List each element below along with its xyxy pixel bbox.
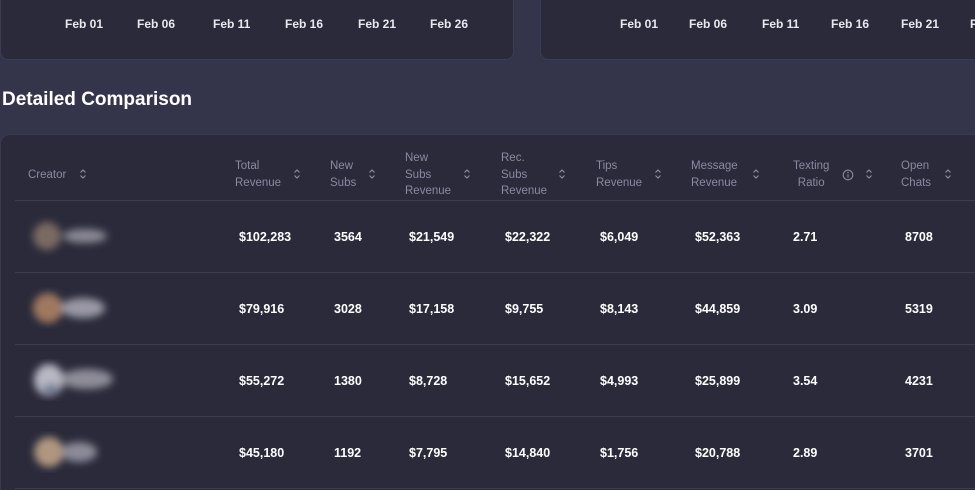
cell-message-revenue: $20,788 [695, 446, 741, 460]
x-axis-tick: Feb 11 [213, 17, 251, 31]
creator-avatar-blurred [33, 222, 107, 250]
creator-avatar-blurred [34, 364, 113, 396]
cell-new-subs-revenue: $7,795 [409, 446, 448, 460]
cell-new-subs: 1380 [334, 374, 362, 388]
info-icon[interactable] [842, 168, 854, 181]
column-header-open-chats[interactable]: Open Chats [901, 160, 932, 189]
column-header-new-subs[interactable]: New Subs [330, 160, 357, 189]
row-divider [15, 488, 975, 489]
cell-open-chats: 5319 [905, 302, 933, 316]
cell-open-chats: 8708 [905, 230, 933, 244]
cell-total-revenue: $102,283 [239, 230, 292, 244]
cell-open-chats: 4231 [905, 374, 933, 388]
column-header-rec-subs-revenue[interactable]: Rec. Subs Revenue [501, 152, 548, 197]
column-header-new-subs-revenue[interactable]: New Subs Revenue [405, 152, 452, 197]
creator-avatar-blurred [33, 293, 105, 323]
row-divider [15, 272, 975, 273]
cell-tips-revenue: $8,143 [600, 302, 639, 316]
cell-message-revenue: $52,363 [695, 230, 741, 244]
cell-new-subs-revenue: $21,549 [409, 230, 455, 244]
revenue-chart-card-right: Feb 01 Feb 06 Feb 11 Feb 16 Feb 21 F [540, 0, 975, 60]
cell-new-subs-revenue: $8,728 [409, 374, 448, 388]
row-divider [15, 416, 975, 417]
cell-rec-subs-revenue: $22,322 [505, 230, 551, 244]
cell-texting-ratio: 3.09 [793, 302, 818, 316]
x-axis-tick: Feb 16 [831, 17, 870, 31]
x-axis-tick: Feb 21 [901, 17, 940, 31]
cell-new-subs-revenue: $17,158 [409, 302, 455, 316]
column-header-creator[interactable]: Creator [28, 169, 67, 181]
row-divider [15, 200, 975, 201]
row-divider [15, 344, 975, 345]
x-axis-tick: Feb 11 [762, 17, 800, 31]
column-header-tips-revenue[interactable]: Tips Revenue [596, 160, 643, 189]
cell-total-revenue: $45,180 [239, 446, 285, 460]
x-axis-tick: Feb 26 [430, 17, 469, 31]
cell-new-subs: 1192 [334, 446, 362, 460]
cell-texting-ratio: 2.71 [793, 230, 818, 244]
comparison-table: Creator Total Revenue New Subs New Subs … [0, 134, 975, 490]
cell-message-revenue: $44,859 [695, 302, 741, 316]
revenue-chart-card-left: Feb 01 Feb 06 Feb 11 Feb 16 Feb 21 Feb 2… [0, 0, 514, 60]
cell-tips-revenue: $1,756 [600, 446, 639, 460]
sort-icon[interactable] [79, 168, 87, 180]
cell-message-revenue: $25,899 [695, 374, 741, 388]
x-axis-tick: Feb 01 [620, 17, 659, 31]
sort-icon[interactable] [944, 168, 952, 180]
cell-texting-ratio: 2.89 [793, 446, 818, 460]
sort-icon[interactable] [654, 168, 662, 180]
cell-total-revenue: $79,916 [239, 302, 285, 316]
sort-icon[interactable] [293, 168, 301, 180]
cell-rec-subs-revenue: $14,840 [505, 446, 551, 460]
cell-open-chats: 3701 [905, 446, 933, 460]
x-axis-tick: Feb 16 [285, 17, 324, 31]
x-axis-tick: Feb 01 [65, 17, 104, 31]
cell-total-revenue: $55,272 [239, 374, 285, 388]
cell-rec-subs-revenue: $15,652 [505, 374, 551, 388]
x-axis-tick: Feb 06 [137, 17, 176, 31]
x-axis-tick: Feb 06 [689, 17, 728, 31]
sort-icon[interactable] [865, 168, 873, 180]
column-header-message-revenue[interactable]: Message Revenue [691, 160, 738, 189]
cell-tips-revenue: $4,993 [600, 374, 639, 388]
sort-icon[interactable] [752, 168, 760, 180]
column-header-texting-ratio[interactable]: Texting Ratio [793, 160, 830, 189]
creator-avatar-blurred [34, 437, 97, 467]
cell-new-subs: 3564 [334, 230, 362, 244]
cell-tips-revenue: $6,049 [600, 230, 639, 244]
sort-icon[interactable] [463, 168, 471, 180]
x-axis-tick: Feb 21 [358, 17, 397, 31]
sort-icon[interactable] [368, 168, 376, 180]
column-header-total-revenue[interactable]: Total Revenue [235, 160, 282, 189]
cell-rec-subs-revenue: $9,755 [505, 302, 544, 316]
cell-new-subs: 3028 [334, 302, 362, 316]
cell-texting-ratio: 3.54 [793, 374, 818, 388]
x-axis-tick: F [970, 17, 975, 31]
sort-icon[interactable] [558, 168, 566, 180]
section-title: Detailed Comparison [2, 89, 193, 110]
